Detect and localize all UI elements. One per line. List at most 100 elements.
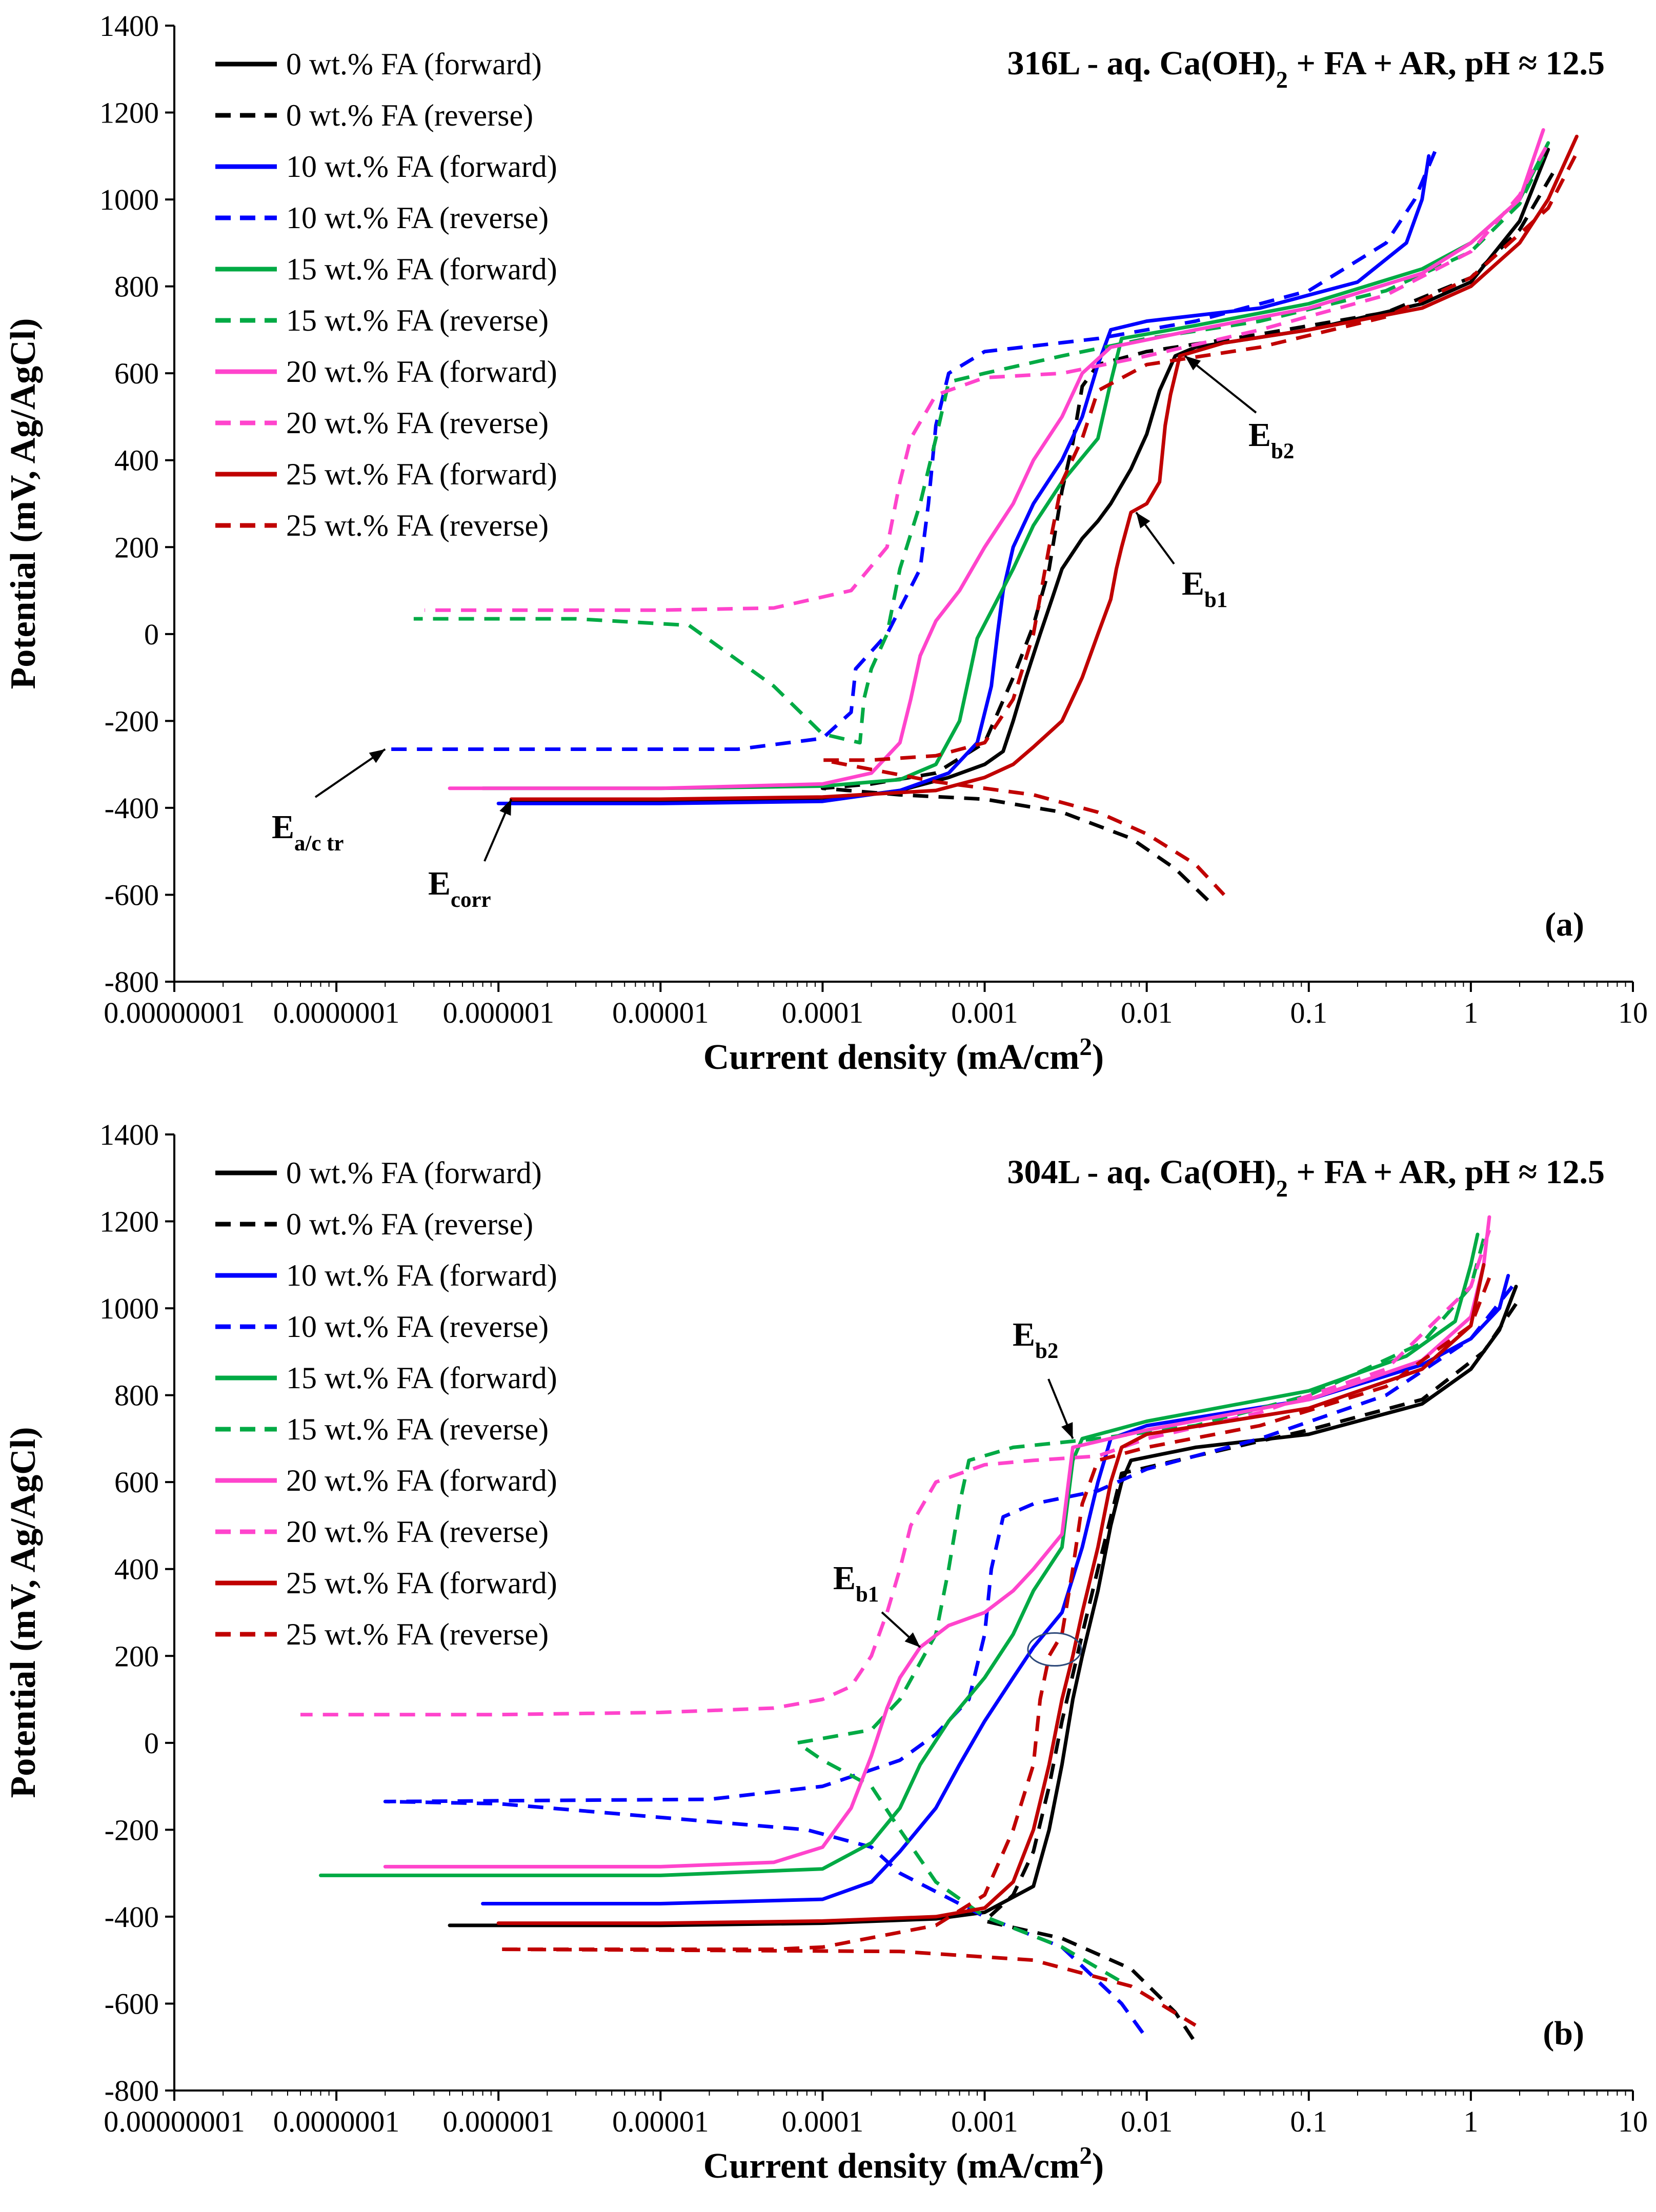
series-line-3: [383, 1285, 1514, 2040]
y-tick-label: 600: [114, 1466, 159, 1499]
series-line-0: [448, 1285, 1518, 1927]
panel-a: -800 -600 -400 -200 0 200 400 600 800 1000 1200 140…: [4, 9, 1648, 1077]
legend-label: 25 wt.% FA (forward): [286, 1566, 557, 1600]
x-tick-label: 0.0000001: [273, 2105, 400, 2138]
series-line-8: [509, 134, 1579, 801]
chart-title: 304L - aq. Ca(OH)2 + FA + AR, pH ≈ 12.5: [1007, 1153, 1605, 1202]
y-tick-label: -800: [105, 2074, 159, 2107]
y-tick-label: 200: [114, 1639, 159, 1673]
y-axis-title: Potential (mV, Ag/AgCl): [4, 1427, 43, 1798]
y-tick-label: 0: [144, 618, 159, 651]
y-tick-label: 800: [114, 1379, 159, 1412]
annotation-e-b2: Eb2: [1013, 1316, 1058, 1363]
series-line-6: [383, 1215, 1491, 1869]
x-tick-label: 0.0000001: [273, 996, 400, 1029]
x-tick-label: 0.01: [1121, 2105, 1173, 2138]
x-tick-label: 0.00000001: [104, 996, 245, 1029]
x-tick-label: 1: [1463, 996, 1478, 1029]
series-line-2: [496, 154, 1431, 805]
legend-label: 15 wt.% FA (reverse): [286, 303, 549, 337]
x-tick-label: 0.00000001: [104, 2105, 245, 2138]
legend-label: 20 wt.% FA (forward): [286, 355, 557, 389]
x-tick-label: 0.1: [1290, 996, 1328, 1029]
x-tick-label: 0.01: [1121, 996, 1173, 1029]
y-tick-label: 1400: [99, 9, 159, 43]
legend-label: 15 wt.% FA (forward): [286, 252, 557, 286]
panel-b: -800 -600 -400 -200 0 200 400 600 800 1000 1200 140…: [4, 1118, 1648, 2186]
annotation-e-b1: Eb1: [1182, 565, 1227, 612]
annotation-e-b1: Eb1: [833, 1559, 879, 1607]
arrow-e-ac-tr: [314, 748, 386, 798]
legend-label: 15 wt.% FA (reverse): [286, 1412, 549, 1446]
legend-label: 0 wt.% FA (forward): [286, 1156, 542, 1190]
series-line-1: [983, 1303, 1518, 2044]
legend-label: 25 wt.% FA (reverse): [286, 509, 549, 542]
annotation-e-b2: Eb2: [1248, 416, 1294, 463]
series-line-7: [300, 1229, 1491, 1717]
legend-label: 15 wt.% FA (forward): [286, 1361, 557, 1395]
x-tick-label: 0.1: [1290, 2105, 1328, 2138]
y-tick-label: -200: [105, 704, 159, 738]
y-tick-label: 400: [114, 444, 159, 477]
x-tick-label: 10: [1618, 2105, 1648, 2138]
y-tick-label: 400: [114, 1553, 159, 1586]
x-tick-label: 0.001: [951, 2105, 1018, 2138]
arrow-e-b2: [1184, 355, 1257, 414]
y-tick-label: -600: [105, 878, 159, 911]
y-tick-label: 0: [144, 1727, 159, 1760]
x-tick-label: 1: [1463, 2105, 1478, 2138]
y-tick-label: 200: [114, 531, 159, 564]
y-tick-label: 1000: [99, 1292, 159, 1325]
legend-label: 20 wt.% FA (forward): [286, 1464, 557, 1497]
series-line-6: [448, 128, 1545, 790]
y-tick-label: -800: [105, 965, 159, 999]
x-tick-label: 0.001: [951, 996, 1018, 1029]
y-tick-label: 1200: [99, 1205, 159, 1239]
legend-label: 0 wt.% FA (reverse): [286, 98, 533, 132]
legend-label: 20 wt.% FA (reverse): [286, 406, 549, 440]
legend-label: 25 wt.% FA (reverse): [286, 1617, 549, 1651]
y-tick-label: -600: [105, 1987, 159, 2020]
legend-label: 0 wt.% FA (reverse): [286, 1207, 533, 1241]
series-line-4: [319, 1232, 1480, 1877]
series-line-4: [481, 141, 1550, 790]
series-line-5: [413, 155, 1545, 745]
legend-label: 10 wt.% FA (forward): [286, 150, 557, 184]
arrow-e-b2: [1047, 1378, 1074, 1439]
y-tick-label: 600: [114, 357, 159, 390]
legend-label: 10 wt.% FA (reverse): [286, 201, 549, 235]
x-tick-label: 10: [1618, 996, 1648, 1029]
y-tick-label: -200: [105, 1813, 159, 1846]
x-axis-title: Current density (mA/cm2): [703, 1032, 1104, 1078]
y-tick-label: 1400: [99, 1118, 159, 1151]
series-line-1: [820, 172, 1554, 905]
y-tick-label: 800: [114, 270, 159, 303]
x-tick-label: 0.0001: [782, 2105, 864, 2138]
x-tick-label: 0.000001: [442, 996, 554, 1029]
arrow-e-corr: [483, 799, 513, 862]
annotation-e-corr: Ecorr: [428, 865, 491, 912]
panel-tag: (a): [1545, 906, 1584, 943]
y-axis-title: Potential (mV, Ag/AgCl): [4, 318, 43, 689]
legend-label: 10 wt.% FA (forward): [286, 1259, 557, 1292]
y-tick-label: 1000: [99, 183, 159, 216]
panel-tag: (b): [1543, 2015, 1584, 2052]
x-axis-title: Current density (mA/cm2): [703, 2141, 1104, 2186]
legend-label: 10 wt.% FA (reverse): [286, 1310, 549, 1344]
arrow-e-b1: [1135, 512, 1175, 565]
series-line-9: [820, 155, 1577, 896]
x-tick-label: 0.00001: [612, 996, 709, 1029]
series-line-3: [385, 151, 1437, 751]
legend-label: 25 wt.% FA (forward): [286, 457, 557, 491]
y-tick-label: -400: [105, 1900, 159, 1934]
series-line-2: [481, 1274, 1510, 1905]
highlight-ellipse: [1027, 1632, 1082, 1667]
legend-label: 20 wt.% FA (reverse): [286, 1515, 549, 1549]
series-line-8: [496, 1263, 1486, 1925]
annotation-e-ac-tr: Ea/c tr: [272, 808, 344, 856]
x-tick-label: 0.0001: [782, 996, 864, 1029]
chart-title: 316L - aq. Ca(OH)2 + FA + AR, pH ≈ 12.5: [1007, 45, 1605, 93]
arrow-e-b1: [881, 1611, 921, 1648]
